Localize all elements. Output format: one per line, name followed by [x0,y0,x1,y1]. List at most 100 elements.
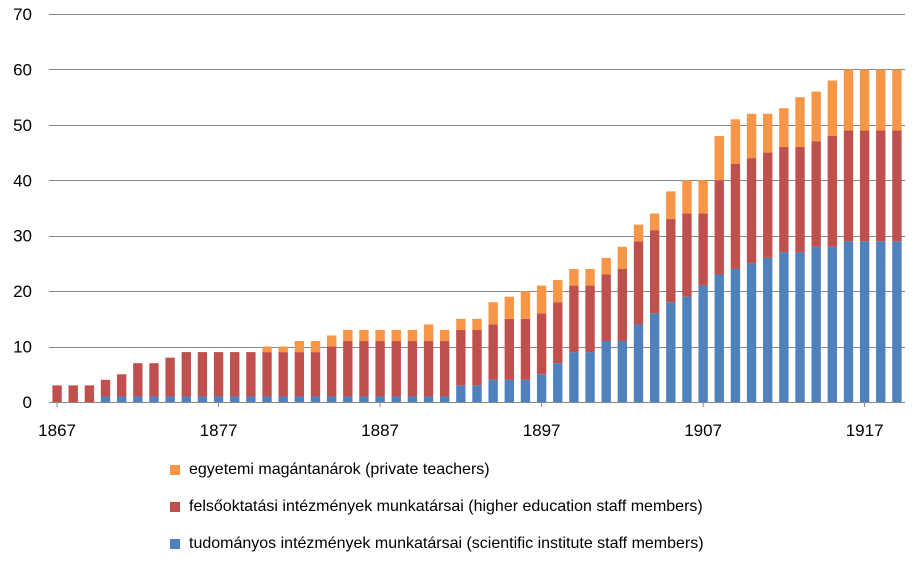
bar-segment [698,180,708,214]
bar-segment [536,285,547,314]
bar-segment [714,274,724,402]
bar-segment [746,113,757,159]
bar-segment [68,385,78,402]
bar-segment [326,396,337,402]
bar-segment [326,335,337,347]
bar-segment [230,352,240,397]
bar-segment [375,341,385,397]
bar-segment [730,119,741,164]
x-axis [49,402,905,407]
bar-segment [633,324,644,402]
bar-segment [359,341,369,397]
bar-segment [859,69,870,131]
bar-segment [181,352,191,397]
bar-segment [569,285,579,353]
bar-segment [763,257,773,402]
bar-segment [278,352,288,397]
legend-label-scientific-institute-staff: tudományos intézmények munkatársai (scie… [189,534,704,552]
bar-segment [553,302,563,364]
bar-segment [811,246,821,402]
bar-segment [165,396,175,402]
bar-segment [763,113,773,153]
bar-segment [649,213,660,231]
bar-segment [892,241,902,402]
bar-segment [472,329,482,386]
bar-segment [795,252,805,402]
bar-segment [117,374,127,397]
bar-segment [294,396,305,402]
bar-segment [456,329,466,386]
bar-segment [423,324,434,342]
y-tick-label: 10 [13,338,32,357]
bar-segment [246,396,256,402]
bar-segment [343,329,353,342]
bar-segment [682,213,692,297]
bar-segment [359,329,369,342]
x-tick-label: 1867 [38,421,76,440]
bar-segment [181,396,191,402]
bar-segment [811,141,821,247]
bar-segment [488,302,498,325]
y-tick-label: 0 [23,393,32,412]
bar-segment [440,341,450,397]
bar-segment [892,130,902,242]
bar-segment [440,329,450,342]
bar-segment [682,180,692,214]
bar-segment [100,396,111,402]
bar-series [52,69,902,402]
x-tick-label: 1897 [523,421,561,440]
bar-segment [859,241,870,402]
bar-segment [472,385,482,402]
bar-segment [84,385,95,402]
bar-segment [730,163,741,269]
bar-segment [262,346,272,353]
legend-swatch-private-teachers [170,464,180,475]
bar-segment [165,357,175,397]
bar-segment [617,246,628,269]
bar-segment [843,69,854,131]
bar-segment [536,313,547,375]
bar-segment [843,241,854,402]
bar-segment [488,324,498,380]
x-tick-label: 1887 [361,421,399,440]
chart-legend: egyetemi magántanárok (private teachers)… [170,460,704,571]
bar-segment [827,80,838,136]
bar-segment [714,180,724,275]
bar-segment [585,268,595,286]
bar-segment [391,396,401,402]
bar-segment [423,341,434,397]
bar-segment [536,374,547,402]
bar-segment [827,135,838,247]
legend-item-higher-education-staff: felsőoktatási intézmények munkatársai (h… [170,497,704,516]
bar-segment [149,363,159,397]
bar-segment [520,379,531,402]
legend-label-private-teachers: egyetemi magántanárok (private teachers) [189,460,490,478]
bar-segment [117,396,127,402]
bar-segment [472,318,482,330]
bar-segment [504,296,514,319]
bar-segment [278,346,288,353]
bar-segment [633,224,644,242]
bar-segment [746,263,757,402]
legend-label-higher-education-staff: felsőoktatási intézmények munkatársai (h… [189,497,703,515]
bar-segment [407,341,418,397]
bar-segment [407,329,418,342]
bar-segment [569,268,579,286]
bar-segment [617,268,628,342]
bar-segment [310,341,321,353]
legend-swatch-scientific-institute-staff [170,538,180,549]
bar-segment [553,363,563,402]
bar-segment [213,396,224,402]
bar-segment [262,352,272,397]
bar-segment [795,97,805,148]
legend-item-private-teachers: egyetemi magántanárok (private teachers) [170,460,704,479]
bar-segment [633,241,644,325]
legend-item-scientific-institute-staff: tudományos intézmények munkatársai (scie… [170,534,704,553]
bar-segment [698,213,708,286]
y-tick-label: 40 [13,171,32,190]
bar-segment [666,302,676,402]
bar-segment [666,219,676,303]
bar-segment [149,396,159,402]
bar-segment [649,230,660,314]
bar-segment [730,268,741,402]
